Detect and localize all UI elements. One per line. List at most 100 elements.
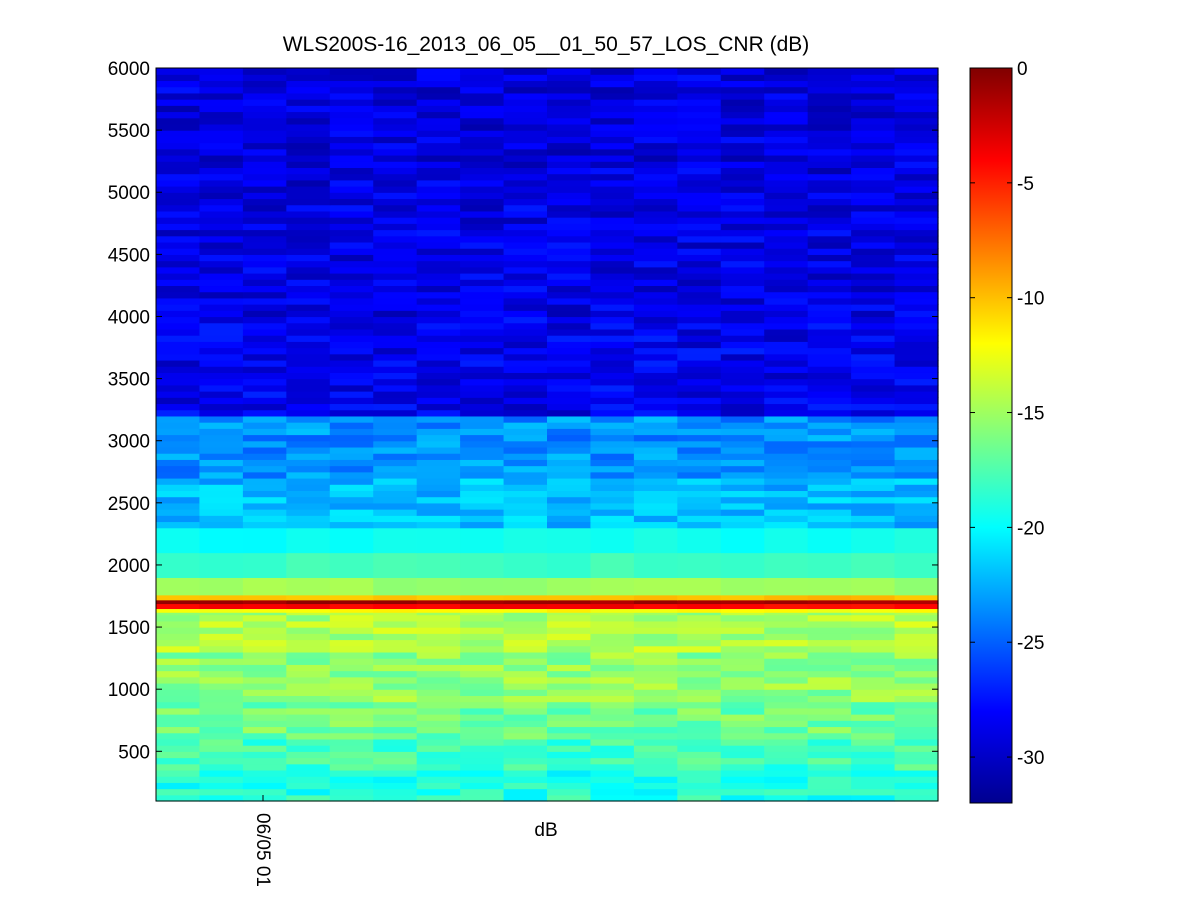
- heatmap-cell: [547, 603, 592, 610]
- heatmap-cell: [460, 599, 505, 605]
- heatmap-cell: [416, 658, 461, 665]
- heatmap-cell: [460, 603, 505, 610]
- heatmap-cell: [633, 279, 678, 287]
- heatmap-cell: [764, 111, 809, 119]
- heatmap-cell: [199, 347, 244, 355]
- heatmap-cell: [894, 521, 939, 529]
- heatmap-cell: [633, 86, 678, 94]
- heatmap-cell: [764, 359, 809, 367]
- heatmap-cell: [547, 608, 592, 613]
- heatmap-cell: [460, 612, 505, 616]
- heatmap-cell: [460, 732, 505, 740]
- heatmap-cell: [807, 316, 852, 324]
- heatmap-cell: [329, 465, 374, 473]
- heatmap-cell: [286, 105, 331, 113]
- heatmap-cell: [503, 148, 548, 156]
- heatmap-cell: [156, 738, 201, 746]
- heatmap-cell: [807, 651, 852, 659]
- heatmap-cell: [329, 670, 374, 678]
- heatmap-cell: [677, 484, 722, 491]
- heatmap-cell: [720, 682, 765, 690]
- heatmap-cell: [590, 198, 635, 206]
- heatmap-cell: [286, 422, 331, 429]
- heatmap-cell: [894, 440, 939, 448]
- heatmap-cell: [764, 788, 809, 796]
- heatmap-cell: [329, 509, 374, 516]
- heatmap-cell: [894, 397, 939, 405]
- heatmap-cell: [503, 304, 548, 311]
- heatmap-cell: [460, 471, 505, 479]
- heatmap-cell: [851, 633, 896, 641]
- heatmap-cell: [503, 794, 548, 802]
- heatmap-cell: [677, 279, 722, 287]
- plot-frame: [155, 67, 939, 802]
- heatmap-cell: [503, 80, 548, 88]
- y-tick-label: 5500: [108, 121, 150, 142]
- heatmap-cell: [373, 682, 418, 690]
- heatmap-cell: [286, 720, 331, 728]
- heatmap-cell: [851, 670, 896, 678]
- heatmap-cell: [547, 639, 592, 647]
- heatmap-cell: [286, 74, 331, 82]
- heatmap-cell: [851, 594, 896, 601]
- heatmap-cell: [416, 726, 461, 734]
- heatmap-cell: [242, 366, 287, 373]
- y-tick-label: 6000: [108, 59, 150, 80]
- heatmap-cell: [764, 453, 809, 460]
- heatmap-cell: [416, 502, 461, 510]
- heatmap-cell: [199, 599, 244, 605]
- heatmap-cell: [590, 105, 635, 113]
- heatmap-cell: [894, 68, 939, 75]
- heatmap-cell: [851, 521, 896, 529]
- heatmap-cell: [373, 651, 418, 659]
- heatmap-cell: [547, 372, 592, 380]
- heatmap-cell: [503, 720, 548, 728]
- heatmap-cell: [677, 335, 722, 342]
- heatmap-cell: [286, 117, 331, 125]
- heatmap-cell: [851, 714, 896, 721]
- heatmap-cell: [547, 714, 592, 721]
- heatmap-cell: [242, 477, 287, 485]
- heatmap-cell: [156, 484, 201, 491]
- heatmap-cell: [329, 266, 374, 274]
- heatmap-cell: [460, 341, 505, 349]
- heatmap-cell: [547, 415, 592, 423]
- heatmap-cell: [633, 603, 678, 610]
- heatmap-cell: [590, 372, 635, 380]
- heatmap-cell: [590, 397, 635, 405]
- heatmap-cell: [807, 496, 852, 504]
- heatmap-cell: [416, 701, 461, 709]
- heatmap-cell: [807, 322, 852, 330]
- heatmap-cell: [590, 167, 635, 175]
- heatmap-cell: [242, 279, 287, 287]
- heatmap-cell: [286, 272, 331, 280]
- heatmap-cell: [416, 304, 461, 311]
- heatmap-cell: [720, 620, 765, 628]
- heatmap-cell: [720, 347, 765, 355]
- heatmap-cell: [807, 359, 852, 367]
- heatmap-cell: [156, 620, 201, 628]
- heatmap-cell: [416, 279, 461, 287]
- heatmap-cell: [199, 664, 244, 672]
- heatmap-cell: [633, 695, 678, 703]
- heatmap-cell: [677, 148, 722, 156]
- heatmap-cell: [894, 254, 939, 262]
- heatmap-cell: [199, 490, 244, 498]
- heatmap-cell: [720, 403, 765, 411]
- heatmap-cell: [286, 291, 331, 299]
- heatmap-cell: [677, 751, 722, 759]
- heatmap-cell: [764, 366, 809, 373]
- heatmap-cell: [590, 726, 635, 734]
- heatmap-cell: [199, 639, 244, 647]
- heatmap-cell: [851, 682, 896, 690]
- heatmap-cell: [329, 726, 374, 734]
- heatmap-cell: [242, 192, 287, 200]
- heatmap-cell: [329, 260, 374, 268]
- heatmap-cell: [416, 695, 461, 703]
- heatmap-cell: [677, 776, 722, 783]
- heatmap-cell: [329, 154, 374, 162]
- heatmap-cell: [286, 751, 331, 759]
- heatmap-cell: [460, 167, 505, 175]
- heatmap-cell: [199, 415, 244, 423]
- heatmap-cell: [286, 353, 331, 361]
